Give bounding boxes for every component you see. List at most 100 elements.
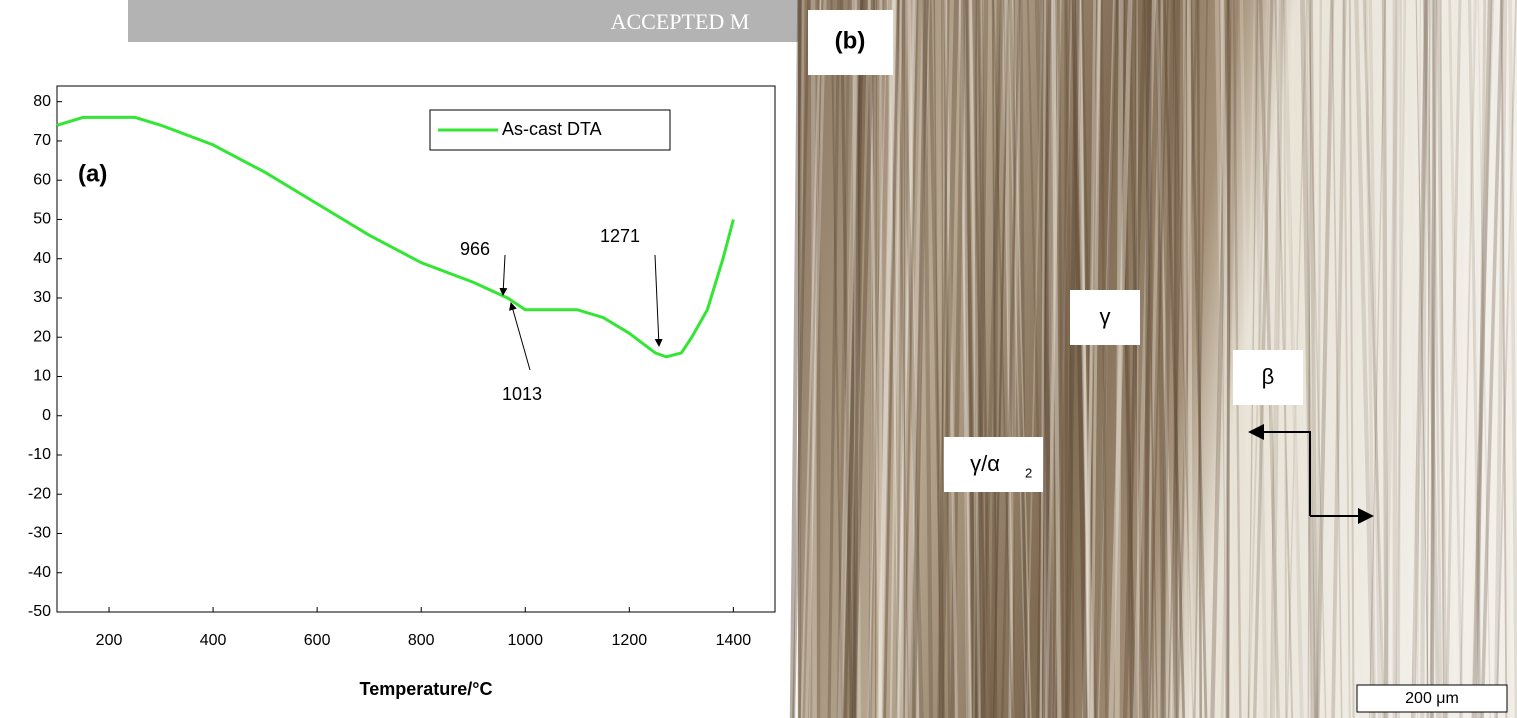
striation <box>1100 0 1108 718</box>
striation <box>808 0 822 718</box>
striation <box>848 0 868 718</box>
striation <box>1085 0 1097 718</box>
striation <box>1299 0 1317 718</box>
striation <box>1382 0 1400 718</box>
striation <box>1450 0 1454 718</box>
striation <box>883 0 900 718</box>
striation <box>804 0 827 718</box>
y-tick-label: 40 <box>33 250 51 267</box>
panel-label: (b) <box>835 27 866 54</box>
striation <box>900 0 924 718</box>
y-tick-label: -10 <box>28 446 51 463</box>
scale-bar <box>1356 684 1508 713</box>
striation <box>907 0 920 718</box>
striation <box>960 0 971 718</box>
striation <box>1040 0 1056 718</box>
striation <box>851 0 861 718</box>
striation <box>973 0 980 718</box>
striation <box>1039 0 1047 718</box>
striation <box>1182 0 1188 718</box>
striation <box>1193 0 1209 718</box>
striation <box>1026 0 1046 718</box>
striation <box>853 0 861 718</box>
striation <box>1348 0 1355 718</box>
striation <box>1071 0 1088 718</box>
striation <box>797 0 802 718</box>
striation <box>1429 0 1438 718</box>
striation <box>1000 0 1021 718</box>
banner-text: ACCEPTED M <box>611 9 750 34</box>
striation <box>1358 0 1366 718</box>
striation <box>1426 0 1431 718</box>
striation <box>1133 0 1155 718</box>
striation <box>839 0 853 718</box>
scale-bar-label: 200 μm <box>1405 690 1459 707</box>
striation <box>1144 0 1151 718</box>
striation <box>1313 0 1326 718</box>
striation <box>1305 0 1321 718</box>
x-tick-label: 600 <box>304 632 331 649</box>
striation <box>1308 0 1319 718</box>
striation <box>972 0 987 718</box>
striation <box>1468 0 1482 718</box>
striation <box>1114 0 1124 718</box>
striation <box>963 0 978 718</box>
striation <box>1079 0 1090 718</box>
striation <box>1429 0 1437 718</box>
striation <box>1431 0 1443 718</box>
y-tick-label: -50 <box>28 603 51 620</box>
striation <box>1417 0 1421 718</box>
striation <box>922 0 934 718</box>
striation <box>1116 0 1137 718</box>
striation <box>1492 0 1514 718</box>
striation <box>927 0 946 718</box>
striation <box>1381 0 1389 718</box>
striation <box>895 0 918 718</box>
striation <box>1172 0 1181 718</box>
striation <box>1149 0 1155 718</box>
striation <box>943 0 951 718</box>
striation <box>1315 0 1335 718</box>
striation <box>1495 0 1517 718</box>
label-box <box>808 10 893 75</box>
striation <box>992 0 1013 718</box>
striation <box>886 0 901 718</box>
arrow <box>1248 424 1311 516</box>
striation <box>867 0 888 718</box>
striation <box>1445 0 1462 718</box>
annotation: 966 <box>460 239 490 259</box>
y-tick-label: 60 <box>33 171 51 188</box>
striation <box>1095 0 1118 718</box>
striation <box>980 0 1005 718</box>
striation <box>1143 0 1164 718</box>
striation <box>1162 0 1186 718</box>
striation <box>877 0 897 718</box>
striation <box>1073 0 1095 718</box>
striation <box>870 0 884 718</box>
striation <box>1459 0 1477 718</box>
striation <box>1412 0 1416 718</box>
x-tick-label: 800 <box>408 632 435 649</box>
annotation-arrow <box>509 302 531 371</box>
striation <box>1172 0 1179 718</box>
striation <box>1040 0 1053 718</box>
annotation: 1013 <box>502 384 542 404</box>
striation <box>1459 0 1476 718</box>
banner <box>128 0 800 42</box>
striation <box>1443 0 1451 718</box>
striation <box>1007 0 1027 718</box>
striation <box>1354 0 1376 718</box>
striation <box>1405 0 1421 718</box>
striation <box>1423 0 1441 718</box>
striation <box>1130 0 1137 718</box>
striation <box>1186 0 1193 718</box>
striation <box>1377 0 1392 718</box>
striation <box>1167 0 1188 718</box>
annotation: 1271 <box>600 226 640 246</box>
micrograph <box>789 0 1517 718</box>
striation <box>1220 0 1239 718</box>
striation <box>1196 0 1203 718</box>
y-tick-label: 50 <box>33 211 51 228</box>
striation <box>1431 0 1443 718</box>
